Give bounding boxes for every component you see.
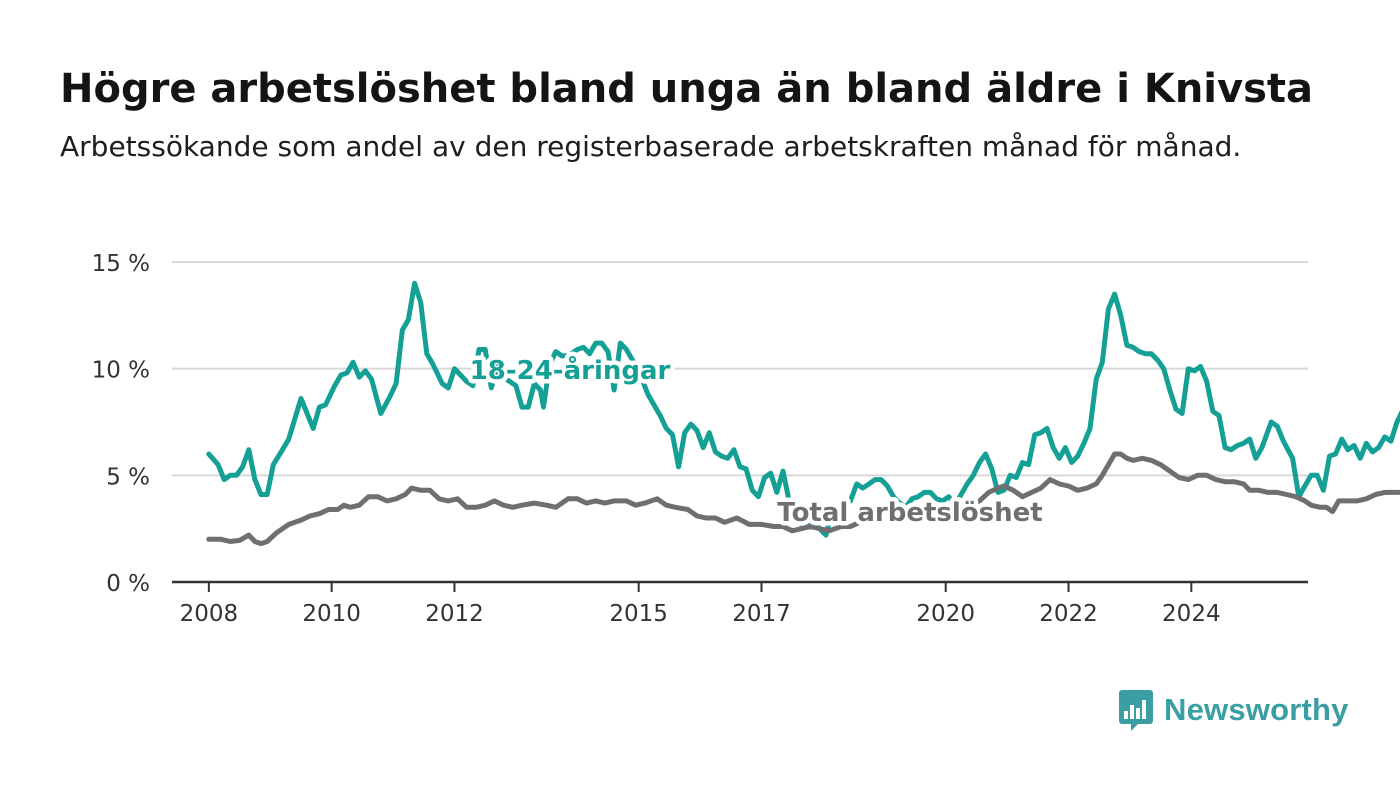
x-tick-label: 2024 [1162, 601, 1221, 627]
series-line-total [206, 451, 1400, 547]
x-tick-label: 2015 [609, 601, 668, 627]
x-tick-label: 2022 [1039, 601, 1098, 627]
x-tick-label: 2012 [425, 601, 484, 627]
brand-name: Newsworthy [1164, 692, 1349, 727]
y-tick-label: 10 % [92, 358, 150, 384]
brand-logo: Newsworthy [1118, 688, 1349, 732]
y-tick-label: 0 % [106, 571, 150, 597]
chart-title: Högre arbetslöshet bland unga än bland ä… [60, 66, 1314, 112]
series-line-youth [206, 280, 1400, 538]
y-tick-label: 5 % [106, 464, 150, 490]
series-label-youth: 18-24-åringar [470, 354, 671, 386]
bar-chart-speech-bubble-icon [1119, 690, 1153, 731]
x-tick-label: 2008 [180, 601, 239, 627]
x-tick-label: 2020 [916, 601, 975, 627]
x-tick-label: 2010 [302, 601, 361, 627]
x-tick-label: 2017 [732, 601, 791, 627]
chart-subtitle: Arbetssökande som andel av den registerb… [60, 130, 1242, 163]
series-label-total: Total arbetslöshet [777, 498, 1042, 528]
y-tick-label: 15 % [92, 251, 150, 277]
